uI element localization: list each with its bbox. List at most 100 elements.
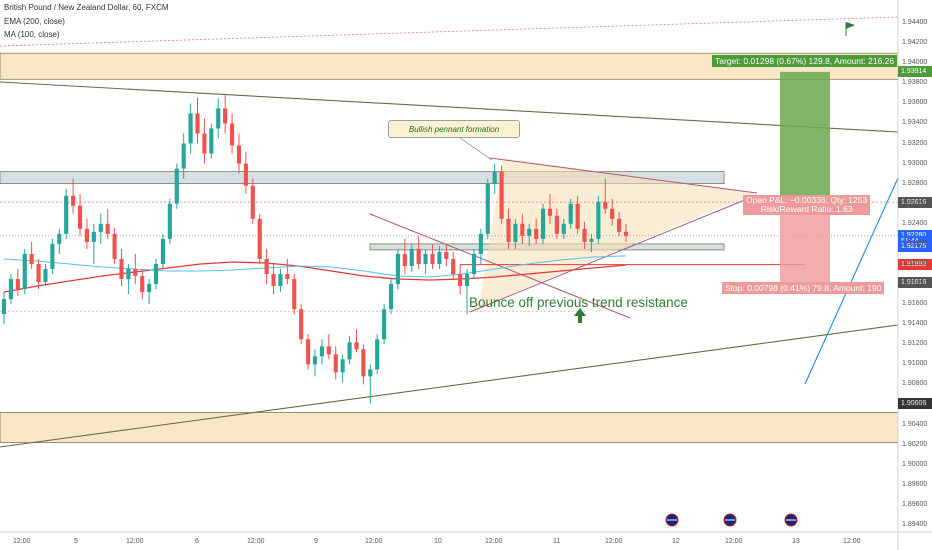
- candle-body: [534, 228, 539, 239]
- stop-zone: [780, 202, 830, 283]
- x-tick-label: 12:00: [13, 538, 31, 545]
- bounce-annotation[interactable]: Bounce off previous trend resistance: [469, 295, 688, 310]
- candle-body: [174, 168, 179, 204]
- y-tick-label: 1.90400: [902, 420, 928, 428]
- candle-body: [140, 276, 145, 293]
- candle-body: [299, 309, 304, 340]
- y-tick-label: 1.93400: [902, 119, 928, 127]
- ema-legend: EMA (200, close): [4, 17, 65, 26]
- candle-body: [340, 359, 345, 373]
- candle-body: [22, 253, 27, 290]
- long-uptrend-line: [0, 324, 899, 448]
- candle: [216, 98, 221, 139]
- x-tick-label: 12:00: [126, 538, 144, 545]
- x-tick-label: 11: [553, 538, 561, 545]
- candle-body: [98, 223, 103, 232]
- candle: [547, 193, 553, 224]
- candle-body: [84, 228, 90, 242]
- candle-body: [181, 143, 186, 169]
- y-tick-label: 1.90800: [902, 380, 928, 388]
- flag-ring: [784, 513, 798, 527]
- candle-body: [264, 258, 269, 275]
- y-tick-label: 1.90600: [902, 400, 928, 408]
- candle-body: [527, 228, 532, 236]
- candle: [623, 223, 629, 242]
- candle-body: [554, 215, 559, 234]
- candle-body: [57, 233, 62, 244]
- candle-body: [409, 248, 414, 266]
- candle: [195, 97, 200, 144]
- long-downtrend-line: [0, 81, 899, 133]
- candle: [464, 269, 470, 315]
- pennant-callout[interactable]: Bullish pennant formation: [388, 120, 520, 138]
- y-tick-label: 1.92600: [902, 199, 928, 207]
- candle: [409, 243, 414, 273]
- candle: [264, 248, 269, 285]
- x-tick-label: 12:00: [605, 538, 623, 545]
- candle: [575, 195, 580, 234]
- candle: [506, 208, 511, 249]
- candle: [499, 165, 504, 224]
- candle-body: [195, 113, 200, 134]
- candle: [416, 235, 421, 269]
- green-flag-icon: [846, 22, 855, 29]
- candle-body: [236, 145, 242, 164]
- candle: [98, 213, 103, 244]
- candle: [347, 336, 352, 365]
- candle: [617, 211, 622, 236]
- y-tick-label: 1.93200: [902, 139, 928, 147]
- flag-icon-uk: [723, 513, 737, 527]
- price-tag: 1.91993: [898, 259, 932, 271]
- pennant-upper-line: [489, 157, 758, 194]
- pnl-label: Open P&L: −0.00336, Qty: 1253 Risk/Rewar…: [743, 195, 871, 215]
- blue-trend-line: [804, 177, 899, 385]
- candle: [8, 274, 13, 305]
- candle: [534, 218, 539, 244]
- candle-body: [50, 243, 55, 269]
- support-zone: [0, 412, 899, 444]
- price-tag: 1.92616: [898, 196, 932, 208]
- candle-body: [160, 238, 166, 264]
- x-tick-label: 5: [74, 538, 78, 545]
- stop-label: Stop: 0.00798 (0.41%) 79.8, Amount: 190: [722, 282, 885, 294]
- y-tick-label: 1.92000: [902, 259, 928, 267]
- candle-body: [375, 339, 380, 370]
- candle: [140, 269, 145, 300]
- candle-body: [257, 218, 262, 259]
- candle-body: [561, 223, 566, 234]
- candle-body: [243, 163, 248, 186]
- candle: [15, 269, 20, 297]
- price-tag: 1.91818: [898, 276, 932, 288]
- candle: [181, 133, 186, 179]
- candle-body: [388, 284, 394, 310]
- candle: [423, 248, 428, 275]
- candle-body: [575, 203, 580, 229]
- candle: [554, 208, 559, 239]
- candle: [437, 245, 442, 269]
- price-tag: 1.92175: [898, 240, 932, 252]
- candle-body: [499, 171, 504, 219]
- candle-body: [347, 342, 352, 360]
- candle-body: [492, 171, 497, 184]
- y-tick-label: 1.94000: [902, 59, 928, 67]
- candle: [492, 163, 497, 194]
- candle-body: [589, 238, 594, 242]
- dotted-upper-line: [0, 16, 899, 47]
- ma-line: [3, 255, 627, 278]
- candle-body: [1, 299, 7, 315]
- candle: [388, 279, 394, 315]
- candle: [188, 103, 193, 154]
- pennant-lower-line: [469, 194, 758, 313]
- candle: [382, 304, 387, 345]
- x-tick-label: 6: [195, 538, 199, 545]
- candle-body: [423, 253, 428, 264]
- x-tick-label: 9: [314, 538, 318, 545]
- x-tick-label: 12:00: [365, 538, 383, 545]
- x-tick-label: 12:00: [725, 538, 743, 545]
- ma-legend: MA (100, close): [4, 30, 60, 39]
- candle: [485, 178, 490, 239]
- y-tick-label: 1.92800: [902, 179, 928, 187]
- y-tick-label: 1.91600: [902, 300, 928, 308]
